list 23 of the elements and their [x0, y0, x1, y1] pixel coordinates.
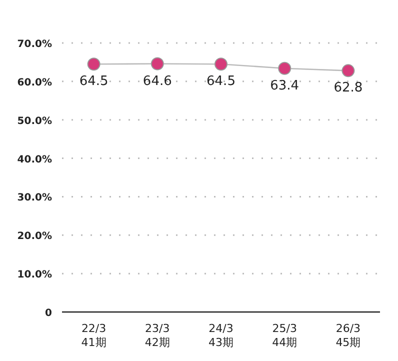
x-tick-label: 22/3 41期	[81, 322, 106, 349]
x-tick-label: 23/3 42期	[144, 322, 170, 349]
x-tick-label: 26/3 45期	[336, 322, 361, 349]
data-label: 64.6	[142, 74, 172, 89]
y-tick-label: 0	[45, 308, 52, 319]
point	[150, 57, 164, 70]
data-label: 64.5	[79, 74, 108, 90]
point	[87, 58, 100, 71]
y-tick-label: 30.0%	[17, 192, 52, 204]
y-tick-label: 60.0%	[17, 77, 52, 88]
y-tick-label: 70.0%	[17, 39, 52, 50]
y-tick-label: 20.0%	[17, 231, 52, 242]
y-tick-label: 10.0%	[17, 270, 52, 281]
x-tick-label: 24/3 43期	[208, 322, 234, 349]
point	[214, 58, 228, 71]
point	[278, 62, 292, 75]
point	[342, 64, 355, 78]
data-label: 64.5	[206, 74, 236, 90]
y-tick-label: 50.0%	[17, 116, 52, 127]
x-tick-label: 25/3 44期	[272, 322, 298, 349]
y-tick-label: 40.0%	[17, 154, 52, 166]
data-label: 63.4	[270, 78, 300, 94]
data-label: 62.8	[334, 80, 363, 96]
